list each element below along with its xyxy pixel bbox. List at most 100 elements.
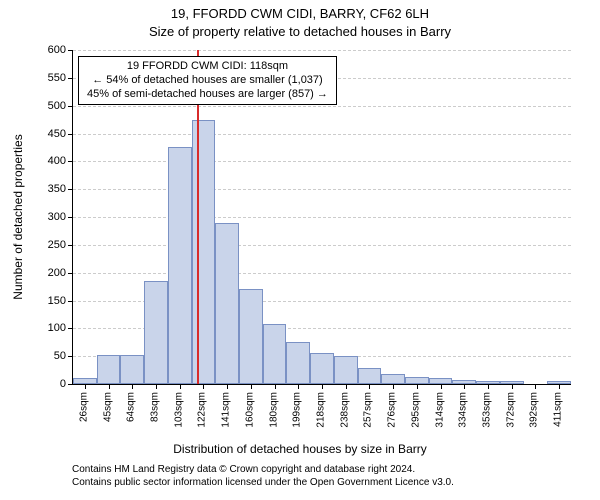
grid-line [73,106,571,107]
xtick-label: 103sqm [173,392,184,428]
ytick-mark [68,384,73,385]
ytick-mark [68,106,73,107]
histogram-bar [358,368,382,384]
grid-line [73,50,571,51]
xtick-mark [441,384,442,389]
xtick-mark [109,384,110,389]
xtick-label: 392sqm [529,392,540,428]
x-axis-label: Distribution of detached houses by size … [0,442,600,456]
xtick-label: 353sqm [482,392,493,428]
ytick-mark [68,161,73,162]
xtick-mark [488,384,489,389]
ytick-label: 300 [38,211,66,223]
xtick-label: 45sqm [102,392,113,422]
xtick-label: 276sqm [387,392,398,428]
xtick-label: 141sqm [221,392,232,428]
histogram-bar [239,289,263,384]
grid-line [73,161,571,162]
ytick-mark [68,50,73,51]
ytick-label: 350 [38,183,66,195]
xtick-mark [369,384,370,389]
histogram-bar [381,374,405,384]
grid-line [73,217,571,218]
histogram-bar [215,223,239,384]
annotation-line-1: 19 FFORDD CWM CIDI: 118sqm [87,60,328,74]
histogram-bar [97,355,121,384]
histogram-bar [168,147,192,384]
xtick-mark [156,384,157,389]
ytick-label: 100 [38,322,66,334]
grid-line [73,273,571,274]
xtick-mark [322,384,323,389]
xtick-label: 64sqm [126,392,137,422]
ytick-mark [68,245,73,246]
xtick-label: 314sqm [434,392,445,428]
histogram-bar [286,342,310,384]
xtick-label: 295sqm [410,392,421,428]
xtick-mark [203,384,204,389]
ytick-label: 500 [38,100,66,112]
ytick-label: 400 [38,155,66,167]
xtick-mark [393,384,394,389]
xtick-mark [85,384,86,389]
xtick-label: 122sqm [197,392,208,428]
xtick-mark [227,384,228,389]
ytick-mark [68,78,73,79]
footer-attribution: Contains HM Land Registry data © Crown c… [72,464,454,489]
y-axis-label: Number of detached properties [11,134,25,299]
xtick-mark [559,384,560,389]
ytick-mark [68,356,73,357]
ytick-label: 550 [38,72,66,84]
histogram-bar [334,356,358,384]
xtick-mark [132,384,133,389]
xtick-label: 180sqm [268,392,279,428]
ytick-label: 0 [38,378,66,390]
xtick-label: 257sqm [363,392,374,428]
xtick-mark [180,384,181,389]
chart-title-1: 19, FFORDD CWM CIDI, BARRY, CF62 6LH [0,6,600,21]
ytick-label: 600 [38,44,66,56]
footer-line-2: Contains public sector information licen… [72,477,454,490]
xtick-mark [251,384,252,389]
chart-title-2: Size of property relative to detached ho… [0,24,600,39]
ytick-label: 200 [38,267,66,279]
xtick-mark [464,384,465,389]
xtick-mark [346,384,347,389]
ytick-label: 250 [38,239,66,251]
xtick-label: 83sqm [150,392,161,422]
grid-line [73,245,571,246]
footer-line-1: Contains HM Land Registry data © Crown c… [72,464,454,477]
xtick-mark [535,384,536,389]
xtick-label: 411sqm [553,392,564,427]
xtick-mark [298,384,299,389]
histogram-bar [263,324,287,384]
chart-container: 19, FFORDD CWM CIDI, BARRY, CF62 6LH Siz… [0,0,600,500]
ytick-mark [68,328,73,329]
xtick-mark [512,384,513,389]
ytick-mark [68,273,73,274]
ytick-label: 50 [38,350,66,362]
grid-line [73,134,571,135]
xtick-label: 26sqm [78,392,89,422]
xtick-label: 334sqm [458,392,469,428]
annotation-box: 19 FFORDD CWM CIDI: 118sqm ← 54% of deta… [78,56,337,105]
ytick-mark [68,134,73,135]
xtick-label: 160sqm [244,392,255,428]
histogram-bar [120,355,144,384]
annotation-line-3: 45% of semi-detached houses are larger (… [87,88,328,102]
histogram-bar [144,281,168,384]
histogram-bar [310,353,334,384]
xtick-mark [417,384,418,389]
grid-line [73,189,571,190]
histogram-bar [405,377,429,384]
xtick-label: 218sqm [316,392,327,428]
xtick-mark [275,384,276,389]
annotation-line-2: ← 54% of detached houses are smaller (1,… [87,74,328,88]
histogram-bar [192,120,216,384]
xtick-label: 238sqm [339,392,350,428]
ytick-mark [68,189,73,190]
ytick-label: 150 [38,295,66,307]
xtick-label: 199sqm [292,392,303,428]
xtick-label: 372sqm [505,392,516,428]
ytick-label: 450 [38,128,66,140]
